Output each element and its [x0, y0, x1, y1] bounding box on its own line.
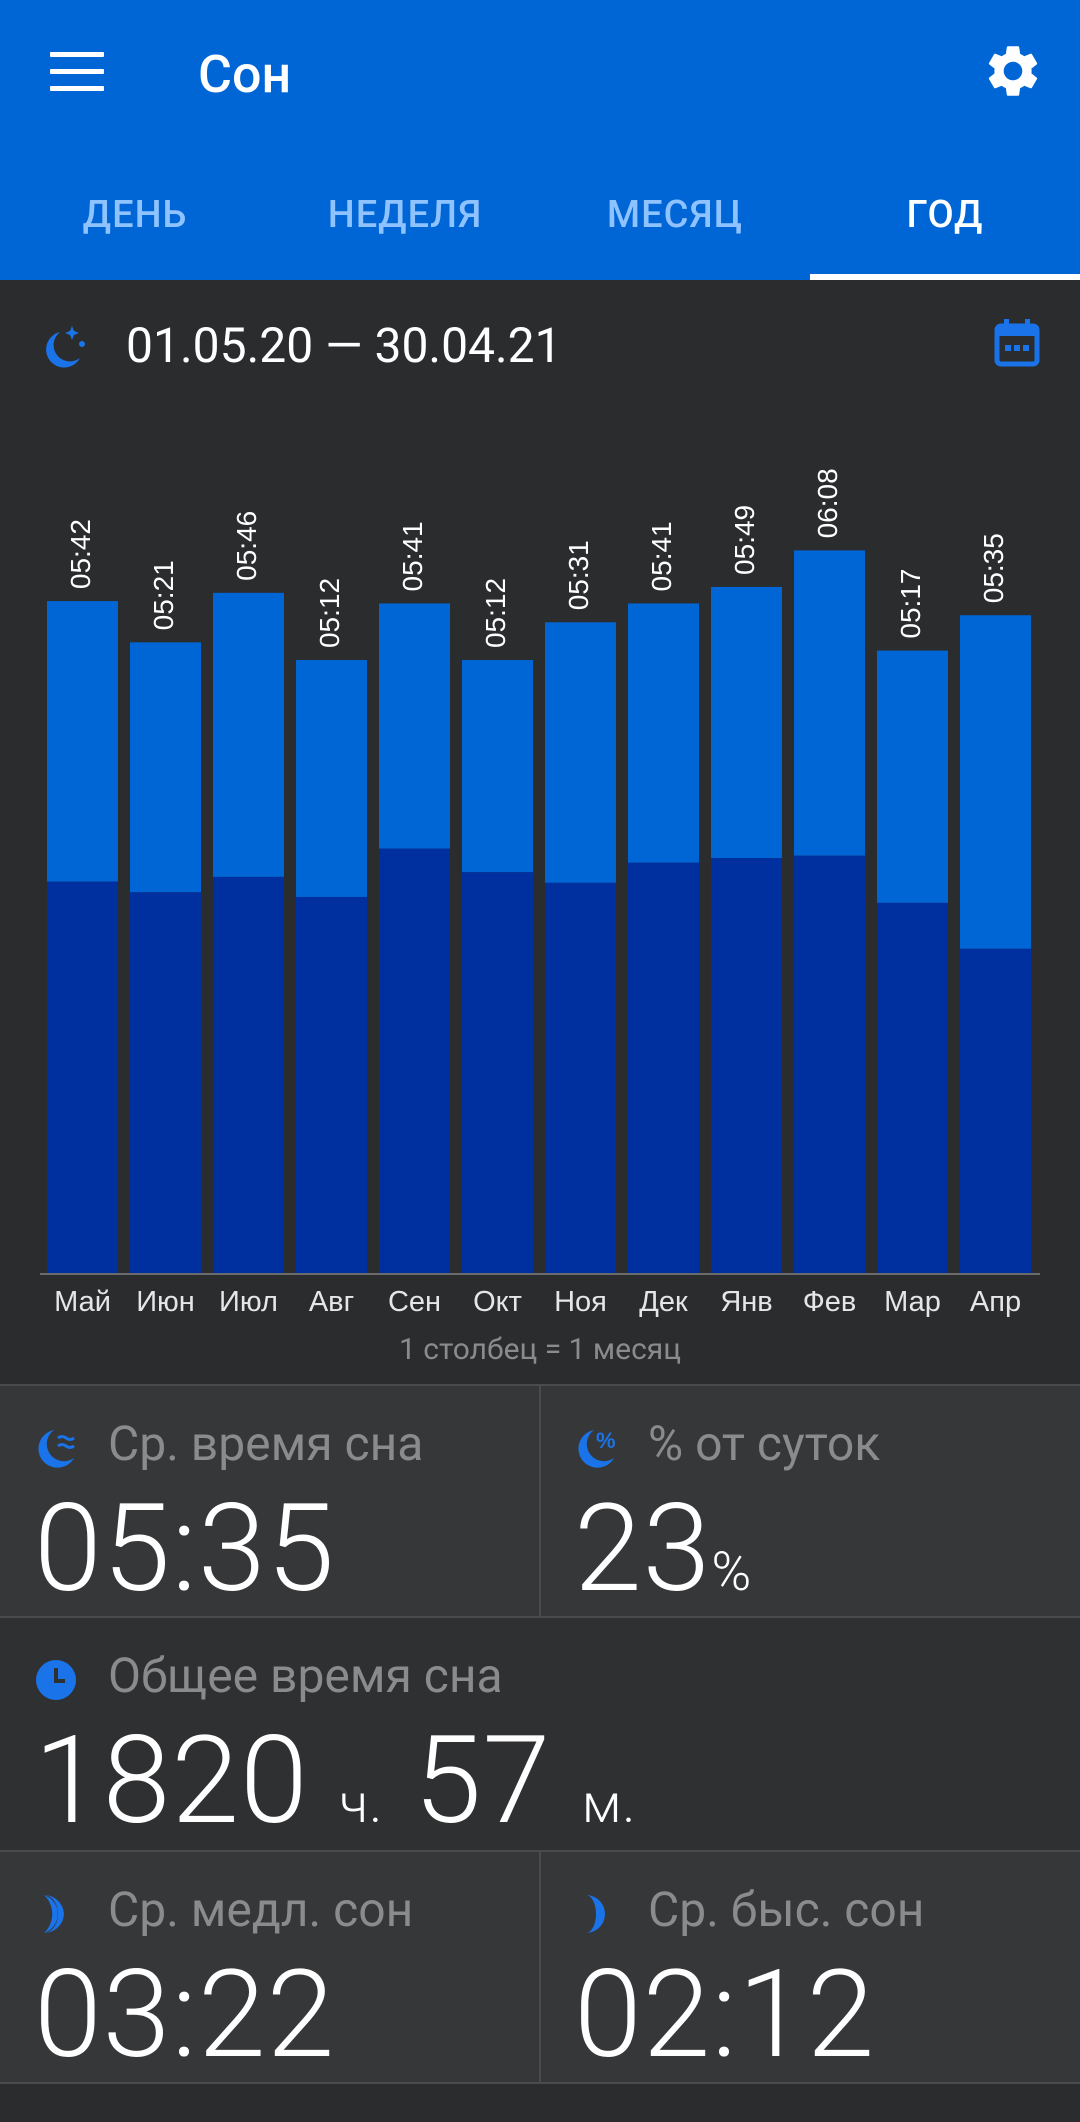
- x-tick-label: Май: [54, 1286, 111, 1318]
- stat-percent: % % от суток 23%: [540, 1384, 1080, 1620]
- date-range-text: 01.05.20 — 30.04.21: [126, 317, 562, 374]
- page-title: Сон: [198, 44, 292, 105]
- stat-value: 05:35: [34, 1477, 336, 1620]
- moon-stars-icon: [38, 322, 88, 372]
- divider: [539, 1852, 541, 2082]
- bar-value-label: 05:17: [895, 569, 926, 639]
- x-tick-label: Ноя: [554, 1286, 607, 1318]
- x-tick-label: Сен: [388, 1286, 441, 1318]
- bar-deep-10[interactable]: [877, 902, 948, 1273]
- bar-light-1[interactable]: [130, 642, 201, 893]
- x-tick-label: Янв: [720, 1286, 772, 1318]
- bar-deep-4[interactable]: [379, 848, 450, 1273]
- bar-light-3[interactable]: [296, 660, 367, 897]
- bar-deep-2[interactable]: [213, 876, 284, 1273]
- x-tick-label: Июн: [136, 1286, 195, 1318]
- svg-text:%: %: [596, 1428, 616, 1453]
- stat-label: Общее время сна: [108, 1647, 503, 1704]
- bar-value-label: 05:21: [148, 560, 179, 630]
- bar-light-4[interactable]: [379, 603, 450, 849]
- bar-deep-6[interactable]: [545, 882, 616, 1273]
- stat-value-wrap: 1820 ч. 57 м.: [34, 1706, 636, 1880]
- stat-unit: %: [711, 1541, 753, 1604]
- crescent-icon: [574, 1892, 618, 1936]
- bar-light-5[interactable]: [462, 660, 533, 873]
- total-hours: 1820: [34, 1709, 309, 1852]
- bar-value-label: 05:49: [729, 505, 760, 575]
- bar-light-2[interactable]: [213, 592, 284, 877]
- gear-icon[interactable]: [982, 40, 1044, 102]
- stat-total-sleep: Общее время сна 1820 ч. 57 м.: [0, 1616, 1080, 1852]
- x-tick-label: Авг: [309, 1286, 354, 1318]
- stat-label: Ср. время сна: [108, 1415, 424, 1472]
- bar-deep-8[interactable]: [711, 858, 782, 1273]
- bar-light-9[interactable]: [794, 550, 865, 856]
- stat-avg-sleep: Ср. время сна 05:35: [0, 1384, 540, 1620]
- bar-light-10[interactable]: [877, 650, 948, 903]
- tab-week[interactable]: НЕДЕЛЯ: [327, 193, 483, 237]
- stat-avg-light: Ср. быс. сон 02:12: [540, 1850, 1080, 2086]
- period-tabs: ДЕНЬ НЕДЕЛЯ МЕСЯЦ ГОД: [0, 180, 1080, 280]
- bar-value-label: 05:31: [563, 540, 594, 610]
- stat-label: % от суток: [648, 1415, 881, 1472]
- tab-day[interactable]: ДЕНЬ: [82, 193, 188, 237]
- bar-light-8[interactable]: [711, 586, 782, 859]
- stat-label: Ср. медл. сон: [108, 1881, 414, 1938]
- stat-label: Ср. быс. сон: [648, 1881, 925, 1938]
- bar-light-6[interactable]: [545, 622, 616, 883]
- chart-footnote: 1 столбец = 1 месяц: [398, 1332, 682, 1367]
- divider: [539, 1386, 541, 1616]
- tab-month[interactable]: МЕСЯЦ: [606, 193, 744, 237]
- stat-avg-deep: Ср. медл. сон 03:22: [0, 1850, 540, 2086]
- bar-value-label: 05:41: [646, 521, 677, 591]
- bar-value-label: 05:35: [978, 533, 1009, 603]
- bar-value-label: 05:46: [231, 511, 262, 581]
- stat-value: 23: [574, 1477, 712, 1620]
- bar-deep-0[interactable]: [47, 881, 118, 1273]
- x-tick-label: Апр: [970, 1286, 1021, 1318]
- x-tick-label: Фев: [803, 1286, 857, 1318]
- x-tick-label: Окт: [473, 1286, 522, 1318]
- bar-deep-3[interactable]: [296, 896, 367, 1273]
- x-tick-label: Дек: [639, 1286, 688, 1318]
- half-moon-icon: [34, 1892, 78, 1936]
- bar-value-label: 05:41: [397, 521, 428, 591]
- bottom-strip: [0, 2082, 1080, 2122]
- bar-value-label: 05:42: [65, 519, 96, 589]
- tab-year[interactable]: ГОД: [810, 180, 1080, 280]
- stat-value-wrap: 23%: [574, 1474, 752, 1648]
- date-range-row: 01.05.20 — 30.04.21: [0, 280, 1080, 420]
- bar-chart: 05:42 Май 05:21 Июн 05:46 Июл 05:12 Авг 05:41 Сен…: [40, 468, 1040, 1318]
- menu-icon[interactable]: [50, 52, 104, 92]
- bar-light-11[interactable]: [960, 615, 1031, 949]
- clock-icon: [34, 1658, 78, 1702]
- stat-value: 03:22: [34, 1943, 336, 2086]
- bar-deep-9[interactable]: [794, 855, 865, 1273]
- bar-deep-1[interactable]: [130, 892, 201, 1273]
- bar-light-7[interactable]: [628, 603, 699, 863]
- minutes-unit: м.: [581, 1773, 637, 1836]
- total-minutes: 57: [413, 1709, 552, 1852]
- moon-wave-icon: [34, 1426, 78, 1470]
- stat-value: 02:12: [574, 1943, 876, 2086]
- bar-value-label: 06:08: [812, 468, 843, 538]
- app-bar: Сон ДЕНЬ НЕДЕЛЯ МЕСЯЦ ГОД: [0, 0, 1080, 280]
- hours-unit: ч.: [339, 1773, 384, 1836]
- bar-deep-5[interactable]: [462, 872, 533, 1273]
- bar-light-0[interactable]: [47, 601, 118, 882]
- sleep-year-chart: 05:42 Май 05:21 Июн 05:46 Июл 05:12 Авг 05:41 Сен…: [0, 420, 1080, 1380]
- calendar-icon[interactable]: [994, 318, 1040, 368]
- moon-percent-icon: %: [574, 1426, 618, 1470]
- bar-deep-11[interactable]: [960, 948, 1031, 1273]
- bar-value-label: 05:12: [480, 578, 511, 648]
- bar-value-label: 05:12: [314, 578, 345, 648]
- x-tick-label: Июл: [219, 1286, 278, 1318]
- x-tick-label: Мар: [884, 1286, 941, 1318]
- bar-deep-7[interactable]: [628, 862, 699, 1273]
